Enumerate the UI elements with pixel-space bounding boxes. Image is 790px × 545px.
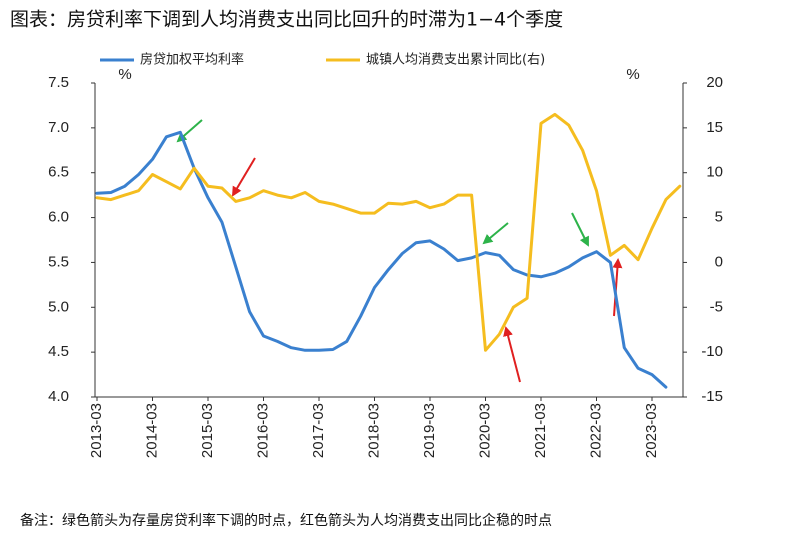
y-axis-unit: %	[118, 66, 131, 83]
y-tick-label: 5.5	[48, 253, 69, 270]
y2-tick-label: 0	[715, 253, 723, 270]
note: 备注：绿色箭头为存量房贷利率下调的时点，红色箭头为人均消费支出同比企稳的时点	[20, 512, 552, 529]
y-tick-label: 7.0	[48, 119, 69, 136]
y2-tick-label: 5	[715, 209, 723, 226]
y2-tick-label: 15	[706, 119, 723, 136]
y-tick-label: 6.0	[48, 209, 69, 226]
x-tick-label: 2018-03	[365, 403, 382, 458]
x-tick-label: 2015-03	[199, 403, 216, 458]
x-tick-label: 2019-03	[421, 403, 438, 458]
y2-tick-label: -10	[701, 343, 723, 360]
arrows	[176, 119, 623, 383]
line-series	[95, 112, 682, 352]
y-tick-label: 4.0	[48, 388, 69, 405]
x-tick-label: 2014-03	[143, 403, 160, 458]
x-tick-label: 2017-03	[310, 403, 327, 458]
legend-label: 城镇人均消费支出累计同比(右)	[366, 53, 545, 68]
x-tick-label: 2020-03	[476, 403, 493, 458]
x-tick-label: 2013-03	[88, 403, 105, 458]
line-series	[95, 130, 668, 389]
y-tick-label: 5.0	[48, 298, 69, 315]
y2-tick-label: 20	[706, 74, 723, 91]
y2-tick-label: -5	[710, 298, 723, 315]
y-tick-label: 7.5	[48, 74, 69, 91]
y-tick-label: 4.5	[48, 343, 69, 360]
x-tick-label: 2022-03	[587, 403, 604, 458]
x-tick-label: 2023-03	[643, 403, 660, 458]
y2-tick-label: -15	[701, 388, 723, 405]
y2-tick-label: 10	[706, 164, 723, 181]
x-tick-label: 2016-03	[254, 403, 271, 458]
x-tick-label: 2021-03	[532, 403, 549, 458]
y-tick-label: 6.5	[48, 164, 69, 181]
legend-label: 房贷加权平均利率	[140, 52, 244, 68]
chart-title: 图表：房贷利率下调到人均消费支出同比回升的时滞为1−4个季度	[10, 9, 563, 31]
y2-axis-unit: %	[626, 66, 639, 83]
